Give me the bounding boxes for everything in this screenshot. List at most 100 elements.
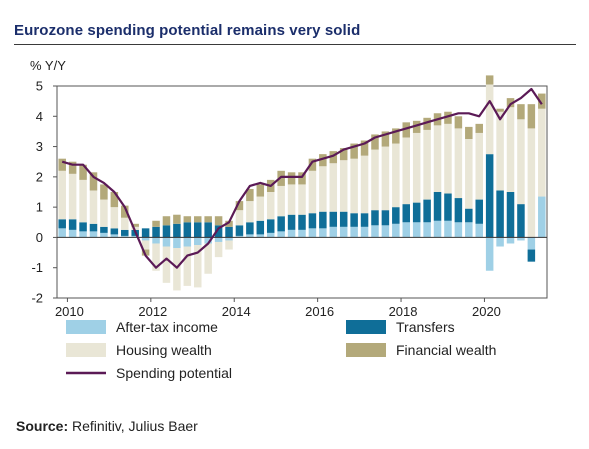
bar-segment bbox=[371, 225, 379, 238]
bar-segment bbox=[266, 232, 275, 238]
bar-segment bbox=[329, 226, 338, 238]
bar-segment bbox=[423, 129, 431, 200]
bar-segment bbox=[371, 149, 379, 211]
bar-segment bbox=[193, 245, 202, 288]
bar-segment bbox=[110, 228, 119, 235]
bar-segment bbox=[339, 226, 348, 238]
bar-segment bbox=[204, 222, 212, 238]
bar-segment bbox=[183, 237, 192, 247]
bar-segment bbox=[225, 240, 233, 250]
bar-segment bbox=[110, 234, 119, 238]
bar-segment bbox=[527, 104, 536, 129]
bar-segment bbox=[319, 211, 327, 229]
bar-segment bbox=[193, 237, 202, 245]
bar-segment bbox=[235, 201, 244, 211]
y-tick-label: 4 bbox=[36, 109, 43, 124]
bar-segment bbox=[402, 204, 411, 223]
bar-segment bbox=[538, 108, 546, 197]
bar-segment bbox=[298, 184, 306, 215]
bar-segment bbox=[485, 154, 494, 238]
bar-segment bbox=[110, 192, 119, 208]
bar-segment bbox=[100, 184, 108, 200]
chart: -2 -1 0 1 2 3 4 5 2010 2012 2014 2016 2018 2020 Afte… bbox=[31, 75, 548, 381]
bar-segment bbox=[100, 226, 108, 233]
bar-segment bbox=[475, 199, 483, 224]
bar-segment bbox=[465, 139, 473, 209]
bar-segment bbox=[89, 223, 98, 232]
bar-segment bbox=[371, 210, 379, 226]
bar-segment bbox=[183, 246, 192, 286]
bar-segment bbox=[131, 223, 139, 227]
bar-segment bbox=[277, 170, 285, 186]
bar-segment bbox=[454, 222, 463, 238]
bar-segment bbox=[465, 126, 473, 139]
bar-segment bbox=[100, 232, 108, 238]
bar-segment bbox=[68, 229, 77, 238]
bar-segment bbox=[517, 104, 525, 120]
bar-segment bbox=[152, 243, 160, 271]
bar-segment bbox=[371, 134, 379, 150]
bar-segment bbox=[193, 216, 202, 223]
bar-segment bbox=[329, 163, 338, 212]
legend-swatch bbox=[346, 343, 386, 357]
bar-segment bbox=[506, 98, 515, 108]
x-tick-label: 2012 bbox=[138, 304, 167, 319]
y-tick-label: 3 bbox=[36, 139, 43, 154]
bar-segment bbox=[329, 211, 338, 227]
bar-segment bbox=[402, 122, 411, 138]
bar-segment bbox=[58, 158, 66, 171]
bar-segment bbox=[350, 213, 358, 227]
bar-segment bbox=[287, 172, 296, 185]
bar-segment bbox=[308, 158, 317, 171]
bar-segment bbox=[141, 237, 150, 241]
bar-segment bbox=[517, 119, 525, 205]
bar-segment bbox=[381, 146, 390, 211]
bar-segment bbox=[110, 207, 119, 229]
bar-segment bbox=[506, 192, 515, 238]
bar-segment bbox=[444, 123, 452, 194]
legend-swatch bbox=[66, 343, 106, 357]
bar-segment bbox=[162, 246, 171, 283]
bar-segment bbox=[121, 205, 129, 218]
bar-segment bbox=[89, 172, 98, 191]
bar-segment bbox=[319, 166, 327, 212]
legend-swatch bbox=[346, 320, 386, 334]
bar-segment bbox=[412, 222, 421, 238]
bar-segment bbox=[392, 128, 400, 144]
bar-segment bbox=[235, 225, 244, 236]
bar-segment bbox=[58, 219, 66, 229]
bar-segment bbox=[308, 213, 317, 229]
bar-segment bbox=[485, 75, 494, 85]
bar-segment bbox=[538, 93, 546, 109]
plot-area bbox=[56, 85, 548, 299]
bar-segment bbox=[319, 154, 327, 167]
bar-segment bbox=[214, 225, 223, 238]
bar-segment bbox=[454, 116, 463, 129]
bar-segment bbox=[68, 173, 77, 220]
y-tick-label: 1 bbox=[36, 200, 43, 215]
bar-segment bbox=[68, 161, 77, 174]
bar-segment bbox=[246, 234, 254, 238]
bar-segment bbox=[339, 148, 348, 161]
bar-segment bbox=[423, 117, 431, 130]
bar-segment bbox=[89, 231, 98, 238]
x-axis: 2010 2012 2014 2016 2018 2020 bbox=[55, 298, 501, 319]
bar-segment bbox=[517, 204, 525, 238]
bar-segment bbox=[173, 237, 181, 249]
bar-segment bbox=[412, 120, 421, 133]
bar-segment bbox=[475, 123, 483, 133]
bar-segment bbox=[423, 199, 431, 223]
bar-segment bbox=[246, 188, 254, 202]
bar-segment bbox=[173, 223, 181, 238]
bar-segment bbox=[298, 214, 306, 230]
bar-segment bbox=[152, 226, 160, 238]
bar-segment bbox=[235, 235, 244, 238]
bar-segment bbox=[412, 132, 421, 203]
bar-segment bbox=[485, 237, 494, 271]
bar-segment bbox=[496, 111, 504, 191]
bar-segment bbox=[141, 249, 150, 256]
bar-segment bbox=[392, 143, 400, 208]
bar-segment bbox=[162, 237, 171, 247]
bar-segment bbox=[465, 208, 473, 223]
bar-segment bbox=[79, 179, 87, 223]
